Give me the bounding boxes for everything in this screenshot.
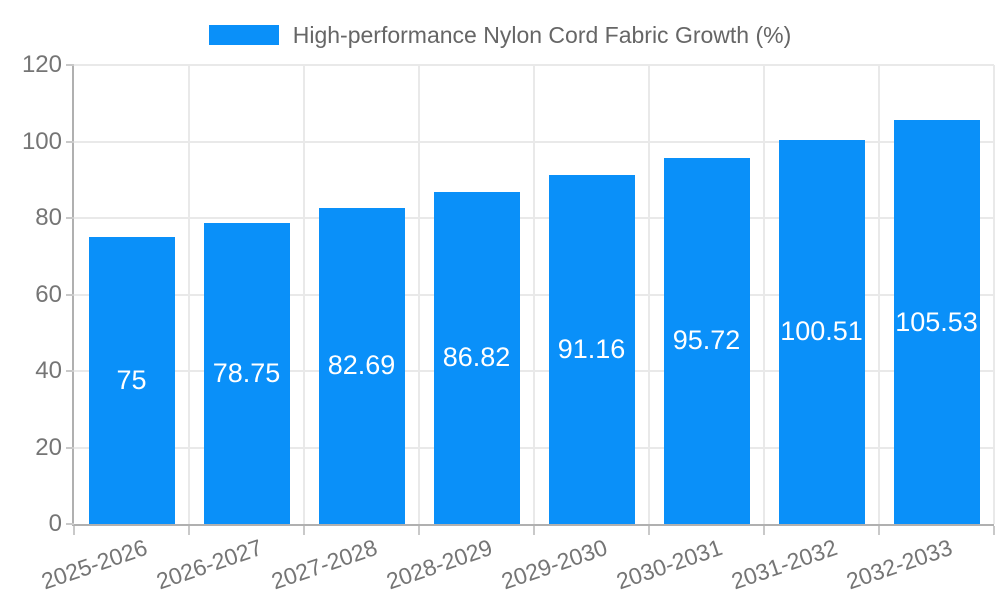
bar-2029-2030[interactable]: 91.16 [548, 175, 635, 524]
bar-value-label: 105.53 [895, 306, 978, 337]
gridline-vertical [303, 65, 305, 524]
x-tick-label: 2030-2031 [612, 534, 725, 595]
y-tick-label: 0 [48, 510, 62, 537]
chart-legend: High-performance Nylon Cord Fabric Growt… [0, 22, 1000, 48]
y-tick-label: 40 [35, 357, 62, 385]
bar-2027-2028[interactable]: 82.69 [318, 207, 405, 524]
gridline-vertical [993, 65, 995, 524]
x-tick-mark [533, 526, 535, 535]
x-tick-label: 2031-2032 [727, 534, 840, 595]
gridline-vertical [533, 65, 535, 524]
y-axis-ticks: 0 20 40 60 80 100 120 [0, 53, 74, 536]
bar-value-label: 82.69 [327, 350, 396, 381]
gridline-vertical [418, 65, 420, 524]
bar-value-label: 91.16 [557, 334, 626, 365]
x-tick-label: 2028-2029 [382, 534, 495, 595]
y-tick-label: 20 [35, 433, 62, 461]
bar-value-label: 95.72 [672, 325, 741, 356]
y-tick-label: 100 [21, 127, 62, 155]
x-axis-labels: 2025-2026 2026-2027 2027-2028 2028-2029 2029… [37, 534, 994, 595]
x-axis-line [72, 524, 994, 526]
bar-value-label: 78.75 [212, 357, 281, 388]
x-tick-label: 2027-2028 [267, 534, 380, 595]
x-tick-mark [763, 526, 765, 535]
bar-value-label: 75 [116, 365, 147, 396]
x-tick-mark [648, 526, 650, 535]
x-tick-mark [73, 526, 75, 535]
legend-item-growth[interactable]: High-performance Nylon Cord Fabric Growt… [208, 22, 792, 48]
y-tick-mark [66, 446, 74, 449]
bar-2025-2026[interactable]: 75 [88, 237, 175, 524]
x-tick-mark [188, 526, 190, 535]
gridline-vertical [878, 65, 880, 524]
x-tick-label: 2026-2027 [152, 534, 265, 595]
y-tick-mark [66, 370, 74, 373]
y-axis-line [72, 65, 74, 526]
x-tick-label: 2032-2033 [842, 534, 955, 595]
y-tick-label: 80 [35, 204, 62, 232]
x-tick-mark [993, 526, 995, 535]
bar-2028-2029[interactable]: 86.82 [433, 191, 520, 524]
legend-label: High-performance Nylon Cord Fabric Growt… [292, 22, 792, 48]
gridline-vertical [648, 65, 650, 524]
y-tick-mark [66, 217, 74, 220]
y-tick-mark [66, 523, 74, 525]
bar-value-label: 86.82 [442, 342, 511, 373]
bar-value-label: 100.51 [780, 316, 863, 347]
x-tick-label: 2025-2026 [37, 534, 150, 595]
x-tick-mark [303, 526, 305, 535]
x-tick-label: 2029-2030 [497, 534, 610, 595]
plot-area: 75 78.75 82.69 86.82 91.16 95.72 100.51 105.53 [72, 64, 995, 526]
bar-2031-2032[interactable]: 100.51 [778, 139, 865, 524]
y-tick-label: 60 [35, 280, 62, 308]
bar-2030-2031[interactable]: 95.72 [663, 157, 750, 524]
y-tick-mark [66, 293, 74, 296]
legend-swatch-icon [208, 25, 279, 45]
y-tick-mark [66, 140, 74, 143]
x-tick-mark [878, 526, 880, 535]
gridline-vertical [188, 65, 190, 524]
bar-2032-2033[interactable]: 105.53 [893, 120, 980, 524]
y-tick-label: 120 [21, 51, 62, 78]
bar-2026-2027[interactable]: 78.75 [203, 222, 290, 524]
x-axis-ticks [73, 526, 995, 536]
gridline-vertical [763, 65, 765, 524]
x-tick-mark [418, 526, 420, 535]
y-tick-mark [66, 64, 74, 66]
